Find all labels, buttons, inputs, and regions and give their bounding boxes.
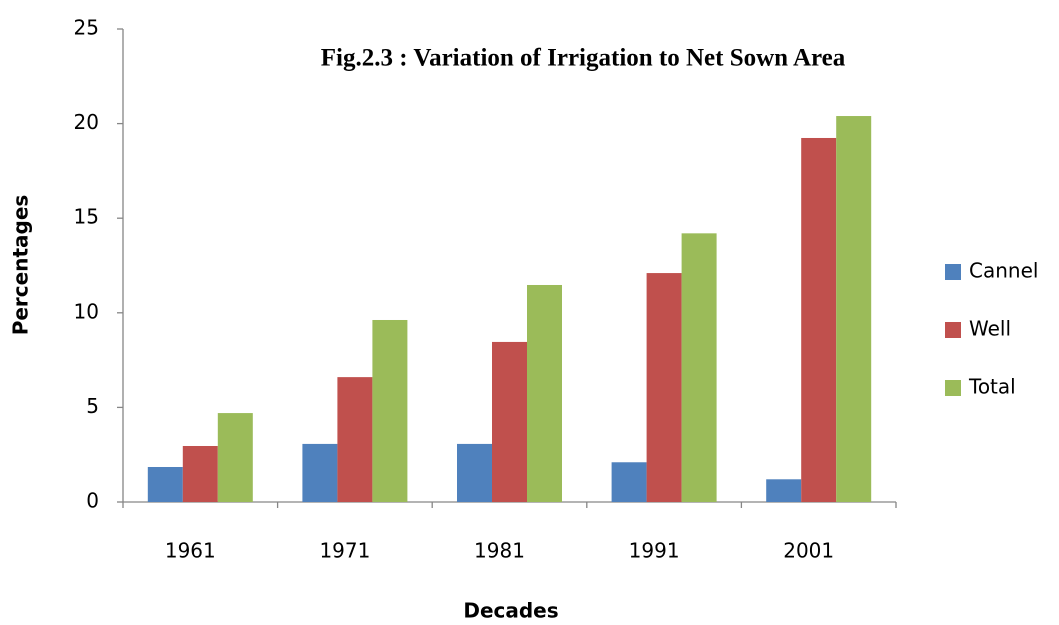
bar (372, 319, 408, 502)
chart-title: Fig.2.3 : Variation of Irrigation to Net… (321, 45, 846, 72)
legend-swatch (945, 322, 961, 338)
legend-label: Cannel (969, 259, 1038, 283)
y-tick-label: 0 (86, 489, 99, 513)
bar (801, 137, 837, 503)
legend-label: Total (968, 375, 1016, 399)
bar (302, 443, 338, 502)
x-tick-label: 1971 (319, 539, 370, 563)
bar (457, 443, 492, 502)
bar (681, 233, 717, 502)
x-tick-label: 2001 (783, 539, 834, 563)
bar (492, 341, 527, 502)
y-tick-label: 25 (74, 16, 99, 40)
legend-label: Well (969, 317, 1011, 341)
bar (527, 284, 562, 502)
y-axis-label: Percentages (9, 195, 33, 336)
bar (611, 462, 647, 502)
legend-swatch (945, 380, 961, 396)
legend-swatch (945, 264, 961, 280)
bar (766, 479, 802, 502)
x-tick-label: 1961 (165, 539, 216, 563)
bar (217, 413, 253, 502)
x-tick-label: 1991 (629, 539, 680, 563)
x-tick-label: 1981 (474, 539, 525, 563)
y-tick-label: 15 (74, 205, 99, 229)
y-tick-label: 10 (74, 299, 99, 323)
y-tick-label: 5 (86, 394, 99, 418)
y-tick-label: 20 (74, 110, 99, 134)
bar (147, 466, 183, 502)
bar (337, 377, 373, 502)
bar (646, 273, 682, 502)
bar (182, 445, 218, 502)
bar (836, 116, 872, 503)
x-axis-label: Decades (463, 599, 558, 623)
